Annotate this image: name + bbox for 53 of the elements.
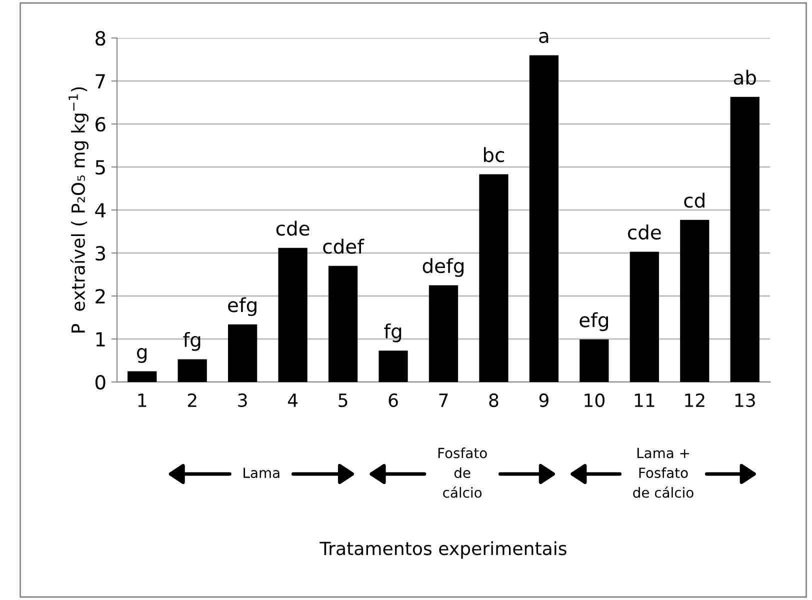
x-tick-label: 8 (489, 393, 498, 408)
x-tick-label: 11 (634, 394, 654, 407)
bar (178, 359, 207, 382)
bar (479, 174, 508, 382)
bar (278, 248, 308, 382)
bar (630, 252, 659, 382)
x-tick-label: 2 (188, 393, 196, 407)
x-tick-label: 7 (439, 394, 448, 407)
annotation: a (539, 32, 548, 44)
annotation: efg (580, 312, 608, 332)
text: Fosfato de cálcio (438, 448, 487, 498)
bar (428, 285, 458, 382)
x-tick-label: 12 (685, 393, 704, 407)
x-tick-label: 3 (238, 393, 247, 408)
x-tick-label: 5 (338, 394, 348, 408)
annotation: cd (684, 192, 704, 208)
x-tick-label: 6 (388, 393, 398, 408)
annotation: cde (628, 224, 661, 240)
annotation: bc (484, 147, 504, 162)
bar (128, 371, 157, 382)
annotation: ab (734, 70, 756, 85)
y-axis-title: P extraível ( P₂O₅ mg kg$^{−1}$) (68, 87, 88, 332)
bar (580, 339, 609, 382)
annotation: cdef (323, 238, 364, 254)
y-tick-label: 5 (96, 160, 105, 175)
y-tick-label: 8 (96, 30, 106, 46)
y-tick-label: 6 (96, 116, 106, 132)
bar (730, 96, 760, 382)
y-tick-label: 4 (95, 203, 106, 218)
annotation: fg (183, 332, 200, 351)
y-tick-label: 2 (96, 288, 105, 304)
x-tick-label: 1 (138, 394, 146, 407)
annotation: cde (276, 220, 310, 236)
y-tick-label: 7 (96, 74, 105, 88)
y-tick-label: 0 (95, 374, 106, 390)
bar (228, 324, 258, 382)
x-tick-label: 9 (539, 393, 548, 408)
annotation: g (137, 348, 147, 363)
x-tick-label: 10 (584, 393, 604, 408)
bar (328, 266, 358, 382)
x-tick-label: 4 (288, 394, 298, 407)
annotation: fg (384, 323, 402, 342)
annotation: defg (422, 258, 464, 277)
text: Lama + Fosfato de cálcio (633, 448, 694, 498)
text: Lama (244, 468, 280, 478)
bar (378, 350, 408, 382)
text: Tratamentos experimentais (320, 541, 566, 559)
y-tick-label: 3 (96, 246, 106, 261)
bar (529, 55, 559, 382)
y-tick-label: 1 (96, 332, 105, 346)
bar (680, 220, 710, 382)
annotation: efg (228, 297, 256, 316)
x-tick-label: 13 (735, 393, 755, 408)
